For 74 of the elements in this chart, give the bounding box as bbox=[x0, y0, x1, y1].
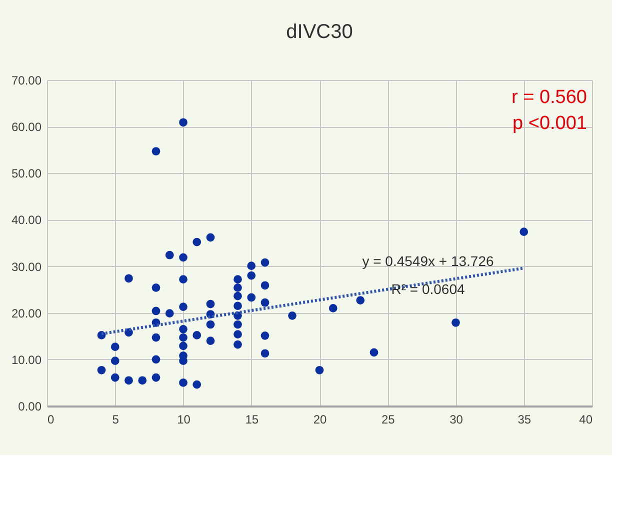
annotation: p <0.001 bbox=[512, 113, 587, 134]
point bbox=[179, 275, 188, 284]
point bbox=[356, 296, 365, 304]
y-tick-label: 40.00 bbox=[11, 213, 42, 228]
x-tick-label: 0 bbox=[48, 412, 54, 426]
point bbox=[247, 271, 256, 280]
point bbox=[124, 274, 133, 283]
point bbox=[179, 324, 188, 334]
point bbox=[110, 342, 120, 352]
annotation: r = 0.560 bbox=[511, 87, 587, 108]
annotation: y = 0.4549x + 13.726 bbox=[362, 253, 494, 269]
point bbox=[234, 302, 242, 310]
point bbox=[288, 311, 296, 320]
point bbox=[260, 349, 270, 358]
point bbox=[165, 250, 174, 260]
point bbox=[520, 228, 528, 236]
x-tick-label: 30 bbox=[450, 412, 464, 426]
point bbox=[206, 336, 215, 345]
y-tick-label: 20.00 bbox=[11, 306, 42, 320]
point bbox=[179, 253, 188, 262]
point bbox=[192, 380, 202, 389]
point bbox=[206, 300, 215, 308]
y-tick-label: 0.00 bbox=[18, 400, 42, 414]
point bbox=[247, 293, 256, 302]
point bbox=[260, 281, 270, 290]
point bbox=[328, 304, 338, 312]
point bbox=[234, 275, 242, 284]
point bbox=[260, 298, 270, 307]
point bbox=[260, 332, 270, 340]
point bbox=[260, 258, 270, 267]
point bbox=[179, 342, 188, 350]
point bbox=[152, 284, 160, 292]
point bbox=[165, 309, 174, 318]
x-tick-label: 25 bbox=[381, 412, 396, 426]
x-tick-label: 10 bbox=[177, 412, 191, 426]
point bbox=[234, 330, 242, 338]
point bbox=[97, 366, 106, 374]
point bbox=[234, 340, 242, 349]
x-tick-label: 40 bbox=[579, 412, 593, 426]
point bbox=[234, 292, 242, 300]
point bbox=[110, 373, 120, 382]
x-tick-label: 15 bbox=[245, 412, 259, 426]
x-tick-label: 20 bbox=[313, 412, 327, 426]
point bbox=[152, 147, 160, 156]
point bbox=[179, 333, 188, 342]
point bbox=[110, 356, 120, 365]
point bbox=[124, 376, 133, 385]
chart-title: dIVC30 bbox=[286, 21, 353, 43]
point bbox=[234, 320, 242, 329]
point bbox=[152, 355, 160, 364]
annotation: R² = 0.0604 bbox=[391, 281, 465, 297]
point bbox=[179, 302, 188, 311]
point bbox=[315, 366, 324, 374]
point bbox=[138, 376, 147, 385]
point bbox=[152, 373, 160, 382]
y-tick-label: 70.00 bbox=[11, 74, 42, 88]
point bbox=[152, 306, 160, 316]
y-tick-label: 50.00 bbox=[11, 166, 42, 181]
point bbox=[452, 318, 460, 327]
point bbox=[179, 378, 188, 387]
point bbox=[152, 333, 160, 342]
point bbox=[247, 262, 256, 270]
x-tick-label: 5 bbox=[112, 412, 120, 426]
point bbox=[206, 320, 215, 329]
x-tick-label: 35 bbox=[518, 412, 532, 426]
point bbox=[234, 284, 242, 292]
point bbox=[206, 233, 215, 242]
y-tick-label: 30.00 bbox=[11, 260, 42, 274]
point bbox=[192, 331, 202, 340]
point bbox=[370, 348, 378, 357]
point bbox=[192, 238, 202, 246]
y-tick-label: 60.00 bbox=[11, 120, 42, 134]
y-tick-label: 10.00 bbox=[11, 352, 42, 367]
point bbox=[179, 118, 188, 127]
